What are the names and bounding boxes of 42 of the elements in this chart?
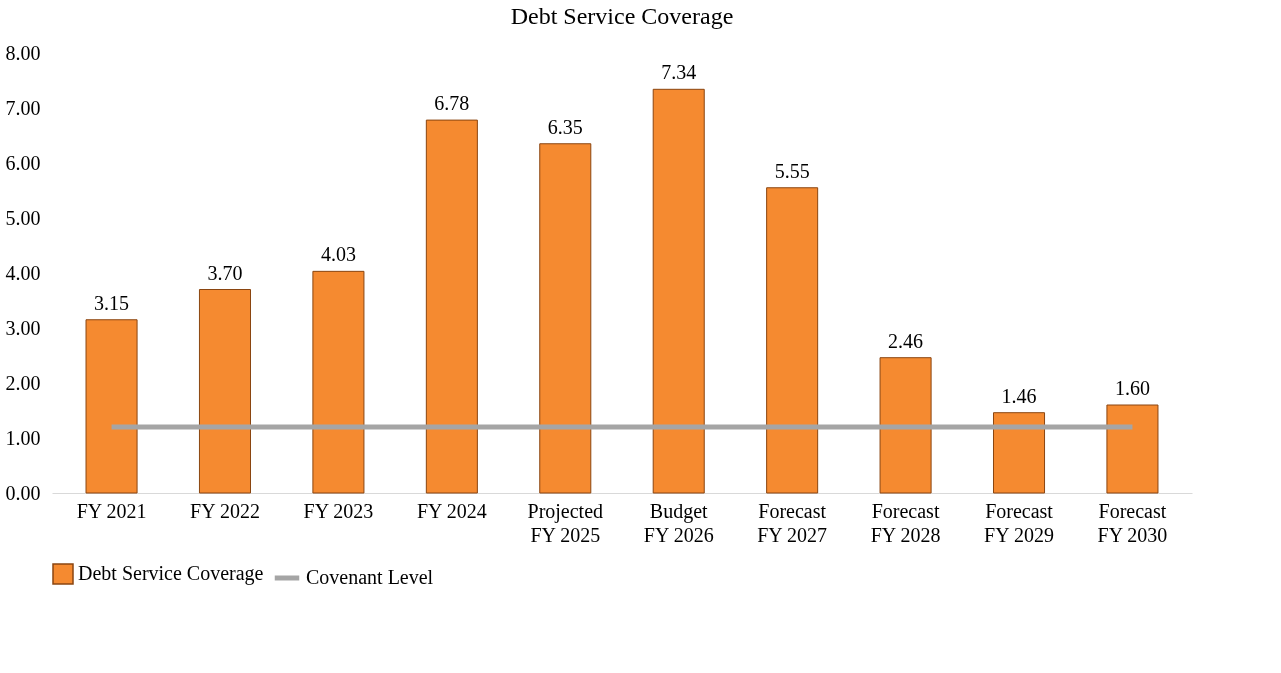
bar (312, 270, 365, 494)
y-tick-label: 3.00 (5, 316, 41, 339)
data-label: 3.70 (207, 261, 243, 284)
data-label: 2.46 (888, 329, 924, 352)
bar (85, 319, 138, 494)
legend-label: Debt Service Coverage (78, 562, 264, 585)
x-tick-label: Budget FY 2026 (643, 499, 714, 546)
data-label: 3.15 (94, 291, 130, 314)
y-tick-label: 0.00 (5, 481, 41, 504)
bar (652, 88, 705, 494)
y-tick-label: 5.00 (5, 206, 41, 229)
chart-title: Debt Service Coverage (510, 3, 734, 29)
bar (992, 412, 1046, 494)
y-tick-label: 4.00 (5, 261, 41, 284)
bar (539, 143, 592, 494)
data-label: 1.46 (1001, 384, 1037, 407)
x-tick-label: Projected FY 2025 (527, 499, 604, 546)
bar (1106, 404, 1159, 494)
x-tick-label: Forecast FY 2027 (757, 499, 828, 546)
x-tick-label: FY 2024 (416, 499, 487, 522)
legend-label: Covenant Level (306, 566, 434, 588)
y-tick-label: 1.00 (5, 426, 41, 449)
data-label: 6.78 (434, 92, 470, 115)
y-tick-label: 7.00 (5, 96, 41, 119)
x-tick-label: FY 2023 (303, 499, 374, 522)
x-tick-label: FY 2022 (190, 499, 260, 522)
bar (198, 289, 252, 494)
x-tick-label: Forecast FY 2028 (870, 499, 941, 546)
data-label: 5.55 (774, 159, 810, 182)
bar (766, 187, 819, 494)
x-tick-label: FY 2021 (76, 499, 147, 522)
x-tick-label: Forecast FY 2029 (984, 499, 1054, 546)
data-label: 7.34 (661, 61, 697, 84)
y-tick-label: 6.00 (5, 151, 41, 174)
bar (425, 119, 478, 494)
bar (879, 357, 932, 494)
data-label: 1.60 (1114, 377, 1150, 399)
data-label: 4.03 (320, 243, 356, 266)
x-tick-label: Forecast FY 2030 (1097, 499, 1168, 546)
y-tick-label: 8.00 (5, 41, 41, 64)
y-tick-label: 2.00 (5, 371, 41, 394)
data-label: 6.35 (547, 115, 583, 138)
